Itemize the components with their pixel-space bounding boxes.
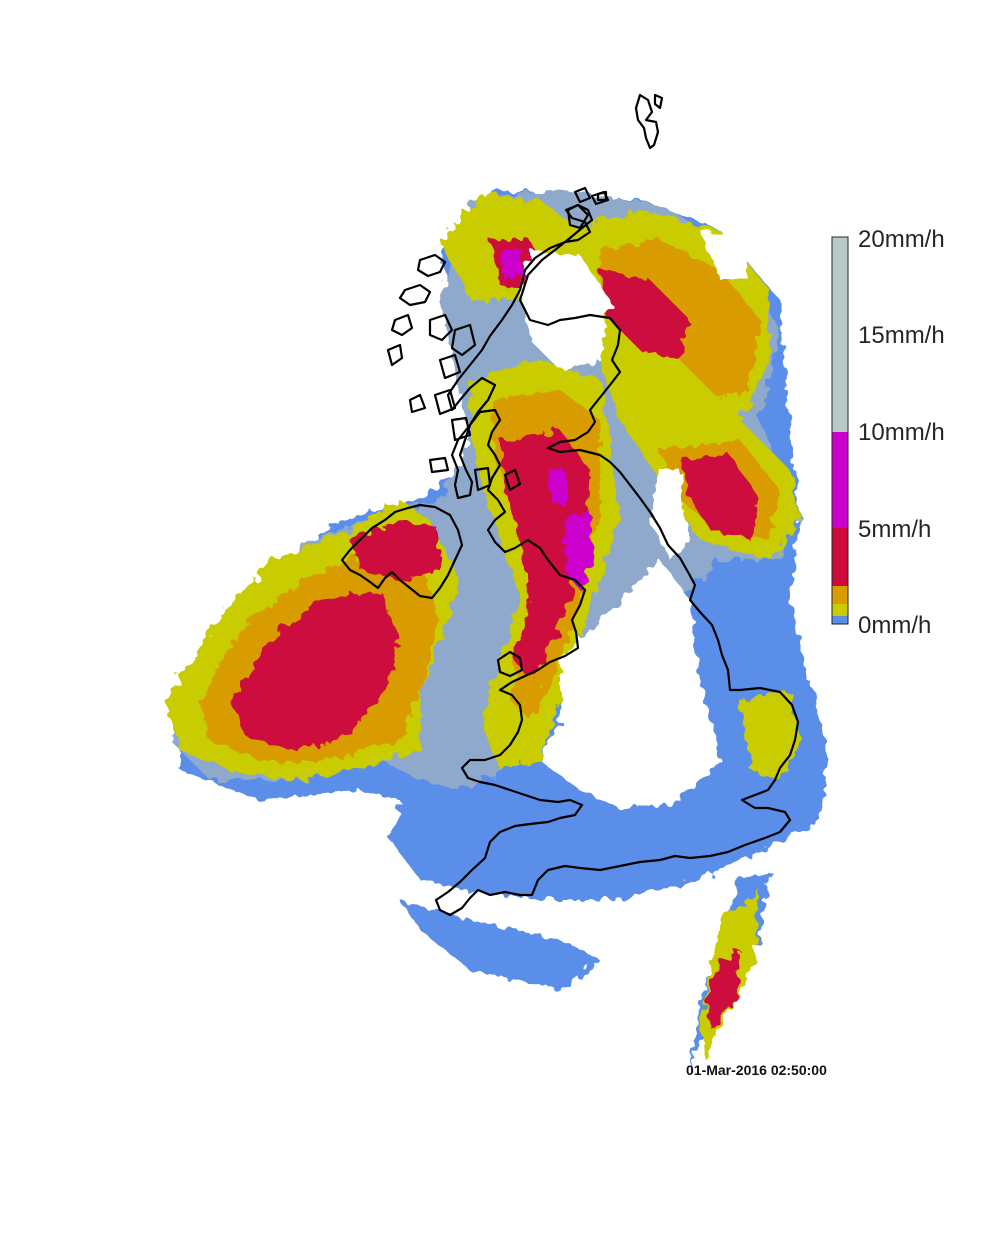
dry-areas (520, 230, 750, 810)
coastline-islands (386, 190, 610, 492)
colorbar-segment-5 (832, 237, 848, 432)
colorbar-label-5: 5mm/h (858, 516, 932, 543)
colorbar-label-0: 0mm/h (858, 612, 932, 639)
coastline-orkney (573, 186, 608, 204)
colorbar-frame (831, 236, 849, 625)
precip-band-magenta (500, 250, 595, 590)
colorbar-segment-2 (832, 586, 848, 604)
colorbar-label-10: 10mm/h (858, 419, 945, 446)
coastline (340, 93, 800, 917)
colorbar-label-15: 15mm/h (858, 322, 945, 349)
colorbar-segment-4 (832, 432, 848, 528)
colorbar-segment-0 (832, 616, 848, 624)
colorbar-label-20: 20mm/h (858, 226, 945, 253)
coastline-anglesey (496, 650, 524, 678)
coastline-ireland (340, 503, 464, 600)
colorbar-segment-1 (832, 604, 848, 616)
precipitation-layer (165, 190, 830, 1080)
timestamp-label: 01-Mar-2016 02:50:00 (686, 1062, 827, 1078)
coastline-isle-of-man (503, 468, 522, 492)
colorbar (831, 236, 849, 625)
colorbar-segment-3 (832, 528, 848, 586)
coastline-shetland (634, 93, 664, 150)
